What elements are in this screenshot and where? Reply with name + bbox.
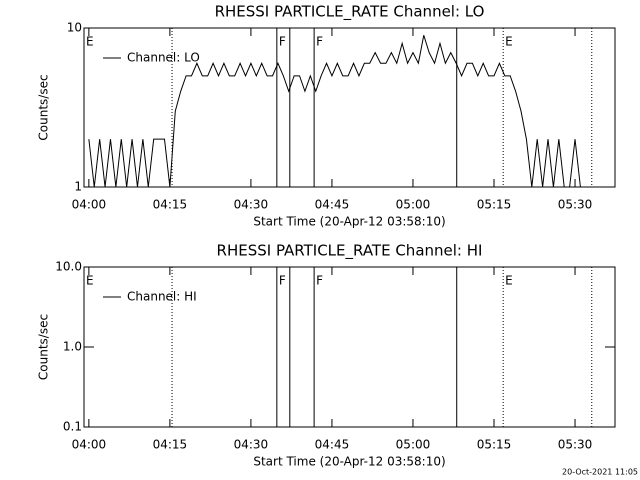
data-line — [88, 35, 581, 188]
y-tick-label: 0.1 — [63, 420, 82, 434]
x-tick-label: 05:00 — [396, 198, 431, 212]
x-tick-label: 04:15 — [153, 198, 188, 212]
x-tick-label: 04:30 — [234, 438, 269, 452]
plot-frame — [83, 27, 616, 188]
y-tick-label: 10 — [67, 21, 82, 35]
event-label: E — [86, 35, 94, 49]
chart-title: RHESSI PARTICLE_RATE Channel: LO — [215, 3, 485, 22]
event-label: E — [86, 274, 94, 288]
x-tick-label: 04:45 — [315, 198, 350, 212]
x-tick-label: 04:15 — [153, 438, 188, 452]
x-axis-label: Start Time (20-Apr-12 03:58:10) — [253, 455, 445, 469]
y-tick-label: 10.0 — [55, 260, 82, 274]
y-tick-label: 1 — [74, 180, 82, 194]
event-label: F — [279, 35, 286, 49]
x-tick-label: 05:00 — [396, 438, 431, 452]
x-tick-label: 05:15 — [477, 198, 512, 212]
event-label: E — [505, 35, 513, 49]
event-label: E — [505, 274, 513, 288]
x-tick-label: 04:00 — [72, 198, 107, 212]
x-tick-label: 04:30 — [234, 198, 269, 212]
y-tick-label: 1.0 — [63, 340, 82, 354]
legend-label: Channel: HI — [127, 290, 197, 304]
y-axis-label: Counts/sec — [37, 314, 51, 380]
x-tick-label: 04:45 — [315, 438, 350, 452]
event-label: F — [316, 35, 323, 49]
x-tick-label: 05:15 — [477, 438, 512, 452]
x-axis-label: Start Time (20-Apr-12 03:58:10) — [253, 215, 445, 229]
chart-title: RHESSI PARTICLE_RATE Channel: HI — [217, 242, 483, 261]
legend-label: Channel: LO — [127, 51, 200, 65]
x-tick-label: 05:30 — [558, 198, 593, 212]
x-tick-label: 05:30 — [558, 438, 593, 452]
timestamp: 20-Oct-2021 11:05 — [562, 468, 638, 477]
x-tick-label: 04:00 — [72, 438, 107, 452]
event-label: F — [279, 274, 286, 288]
y-axis-label: Counts/sec — [37, 74, 51, 140]
event-label: F — [316, 274, 323, 288]
